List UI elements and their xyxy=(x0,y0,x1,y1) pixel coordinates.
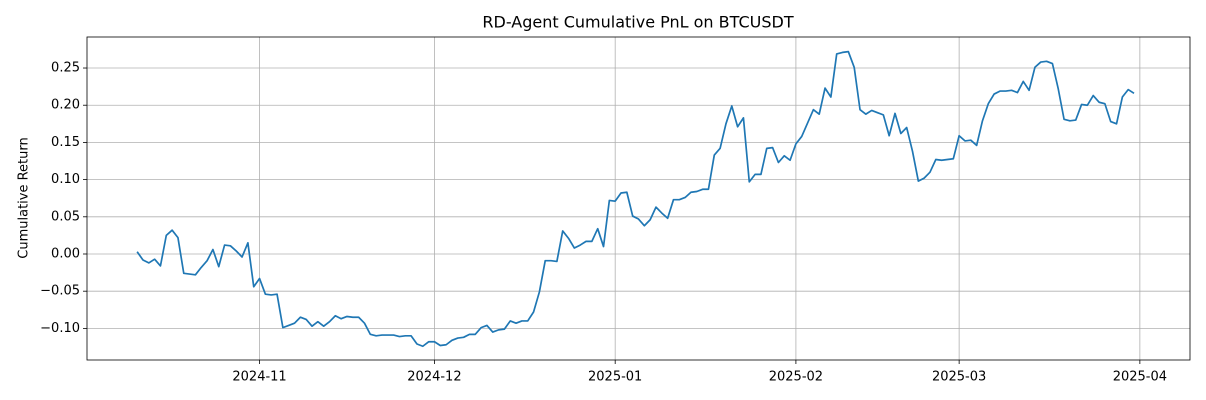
grid xyxy=(87,37,1190,360)
x-tick-label: 2025-01 xyxy=(588,370,642,385)
data-line xyxy=(136,50,1135,348)
y-tick-label: 0.20 xyxy=(51,98,80,113)
y-axis-label: Cumulative Return xyxy=(17,137,32,258)
y-tick-label: −0.05 xyxy=(40,284,80,299)
x-tick-label: 2025-03 xyxy=(932,370,986,385)
y-tick-label: −0.10 xyxy=(40,321,80,336)
y-tick-label: 0.05 xyxy=(51,209,80,224)
y-tick-label: 0.25 xyxy=(51,61,80,76)
x-tick-label: 2024-11 xyxy=(232,370,286,385)
chart-title: RD-Agent Cumulative PnL on BTCUSDT xyxy=(482,13,793,32)
plot-frame xyxy=(86,36,1191,361)
x-tick-label: 2024-12 xyxy=(407,370,461,385)
y-tick-label: 0.15 xyxy=(51,135,80,150)
x-tick-label: 2025-04 xyxy=(1113,370,1167,385)
y-tick-label: 0.00 xyxy=(51,246,80,261)
x-tick-label: 2025-02 xyxy=(769,370,823,385)
y-tick-label: 0.10 xyxy=(51,172,80,187)
